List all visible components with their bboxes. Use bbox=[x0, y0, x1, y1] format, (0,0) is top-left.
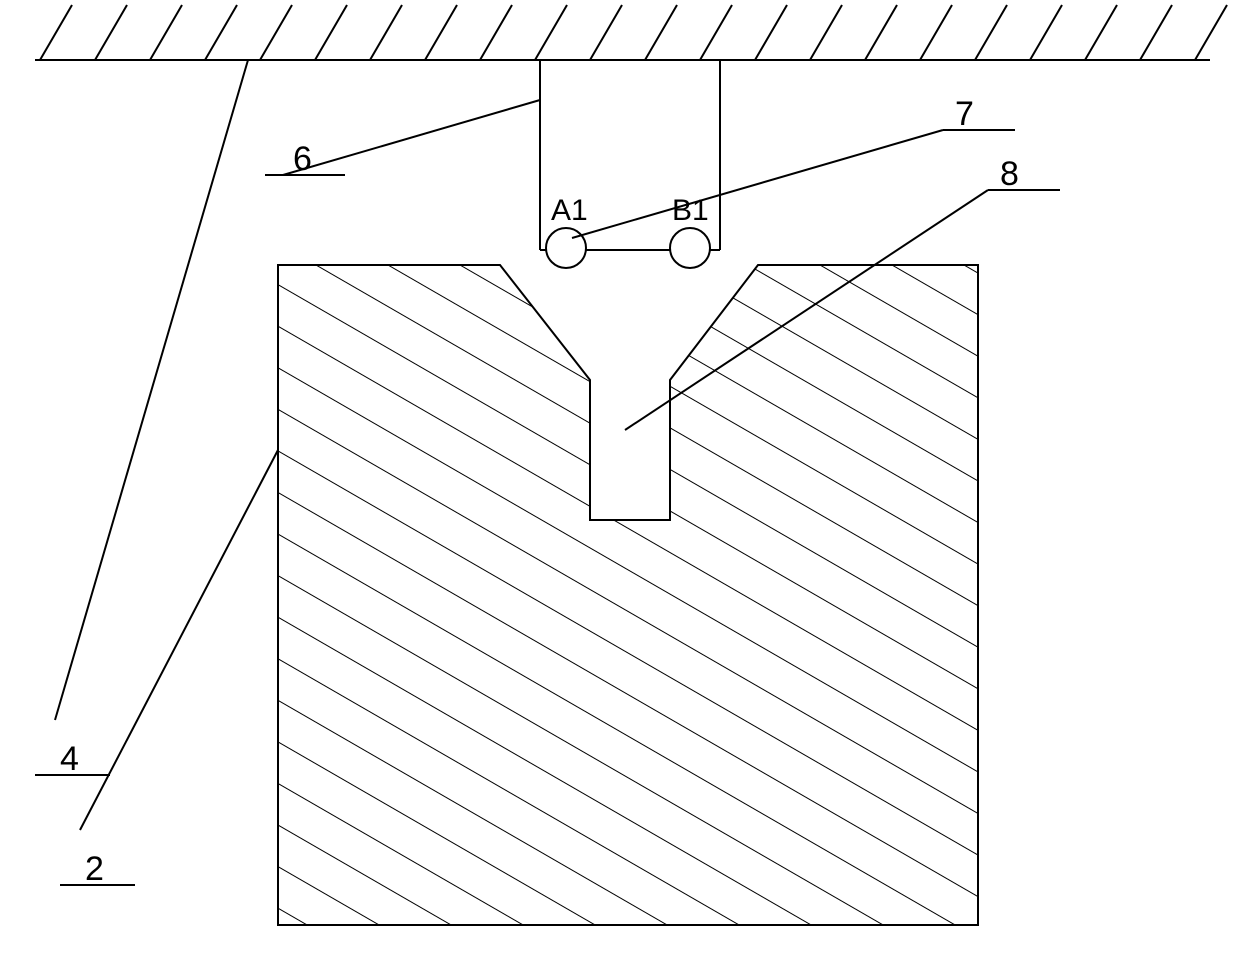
roller-label-A1: A1 bbox=[551, 194, 588, 227]
roller-A1 bbox=[546, 228, 586, 268]
leader-label-7: 7 bbox=[955, 95, 974, 133]
leader-2: 2 bbox=[60, 450, 278, 888]
block bbox=[278, 265, 978, 925]
roller-B1 bbox=[670, 228, 710, 268]
leader-label-8: 8 bbox=[1000, 155, 1019, 193]
leader-6: 6 bbox=[265, 100, 540, 178]
diagram-canvas: A1B124678 bbox=[0, 0, 1240, 958]
leader-4: 4 bbox=[35, 60, 248, 778]
leader-label-4: 4 bbox=[60, 740, 79, 778]
ceiling bbox=[35, 5, 1227, 60]
leader-label-6: 6 bbox=[293, 140, 312, 178]
leader-label-2: 2 bbox=[85, 850, 104, 888]
